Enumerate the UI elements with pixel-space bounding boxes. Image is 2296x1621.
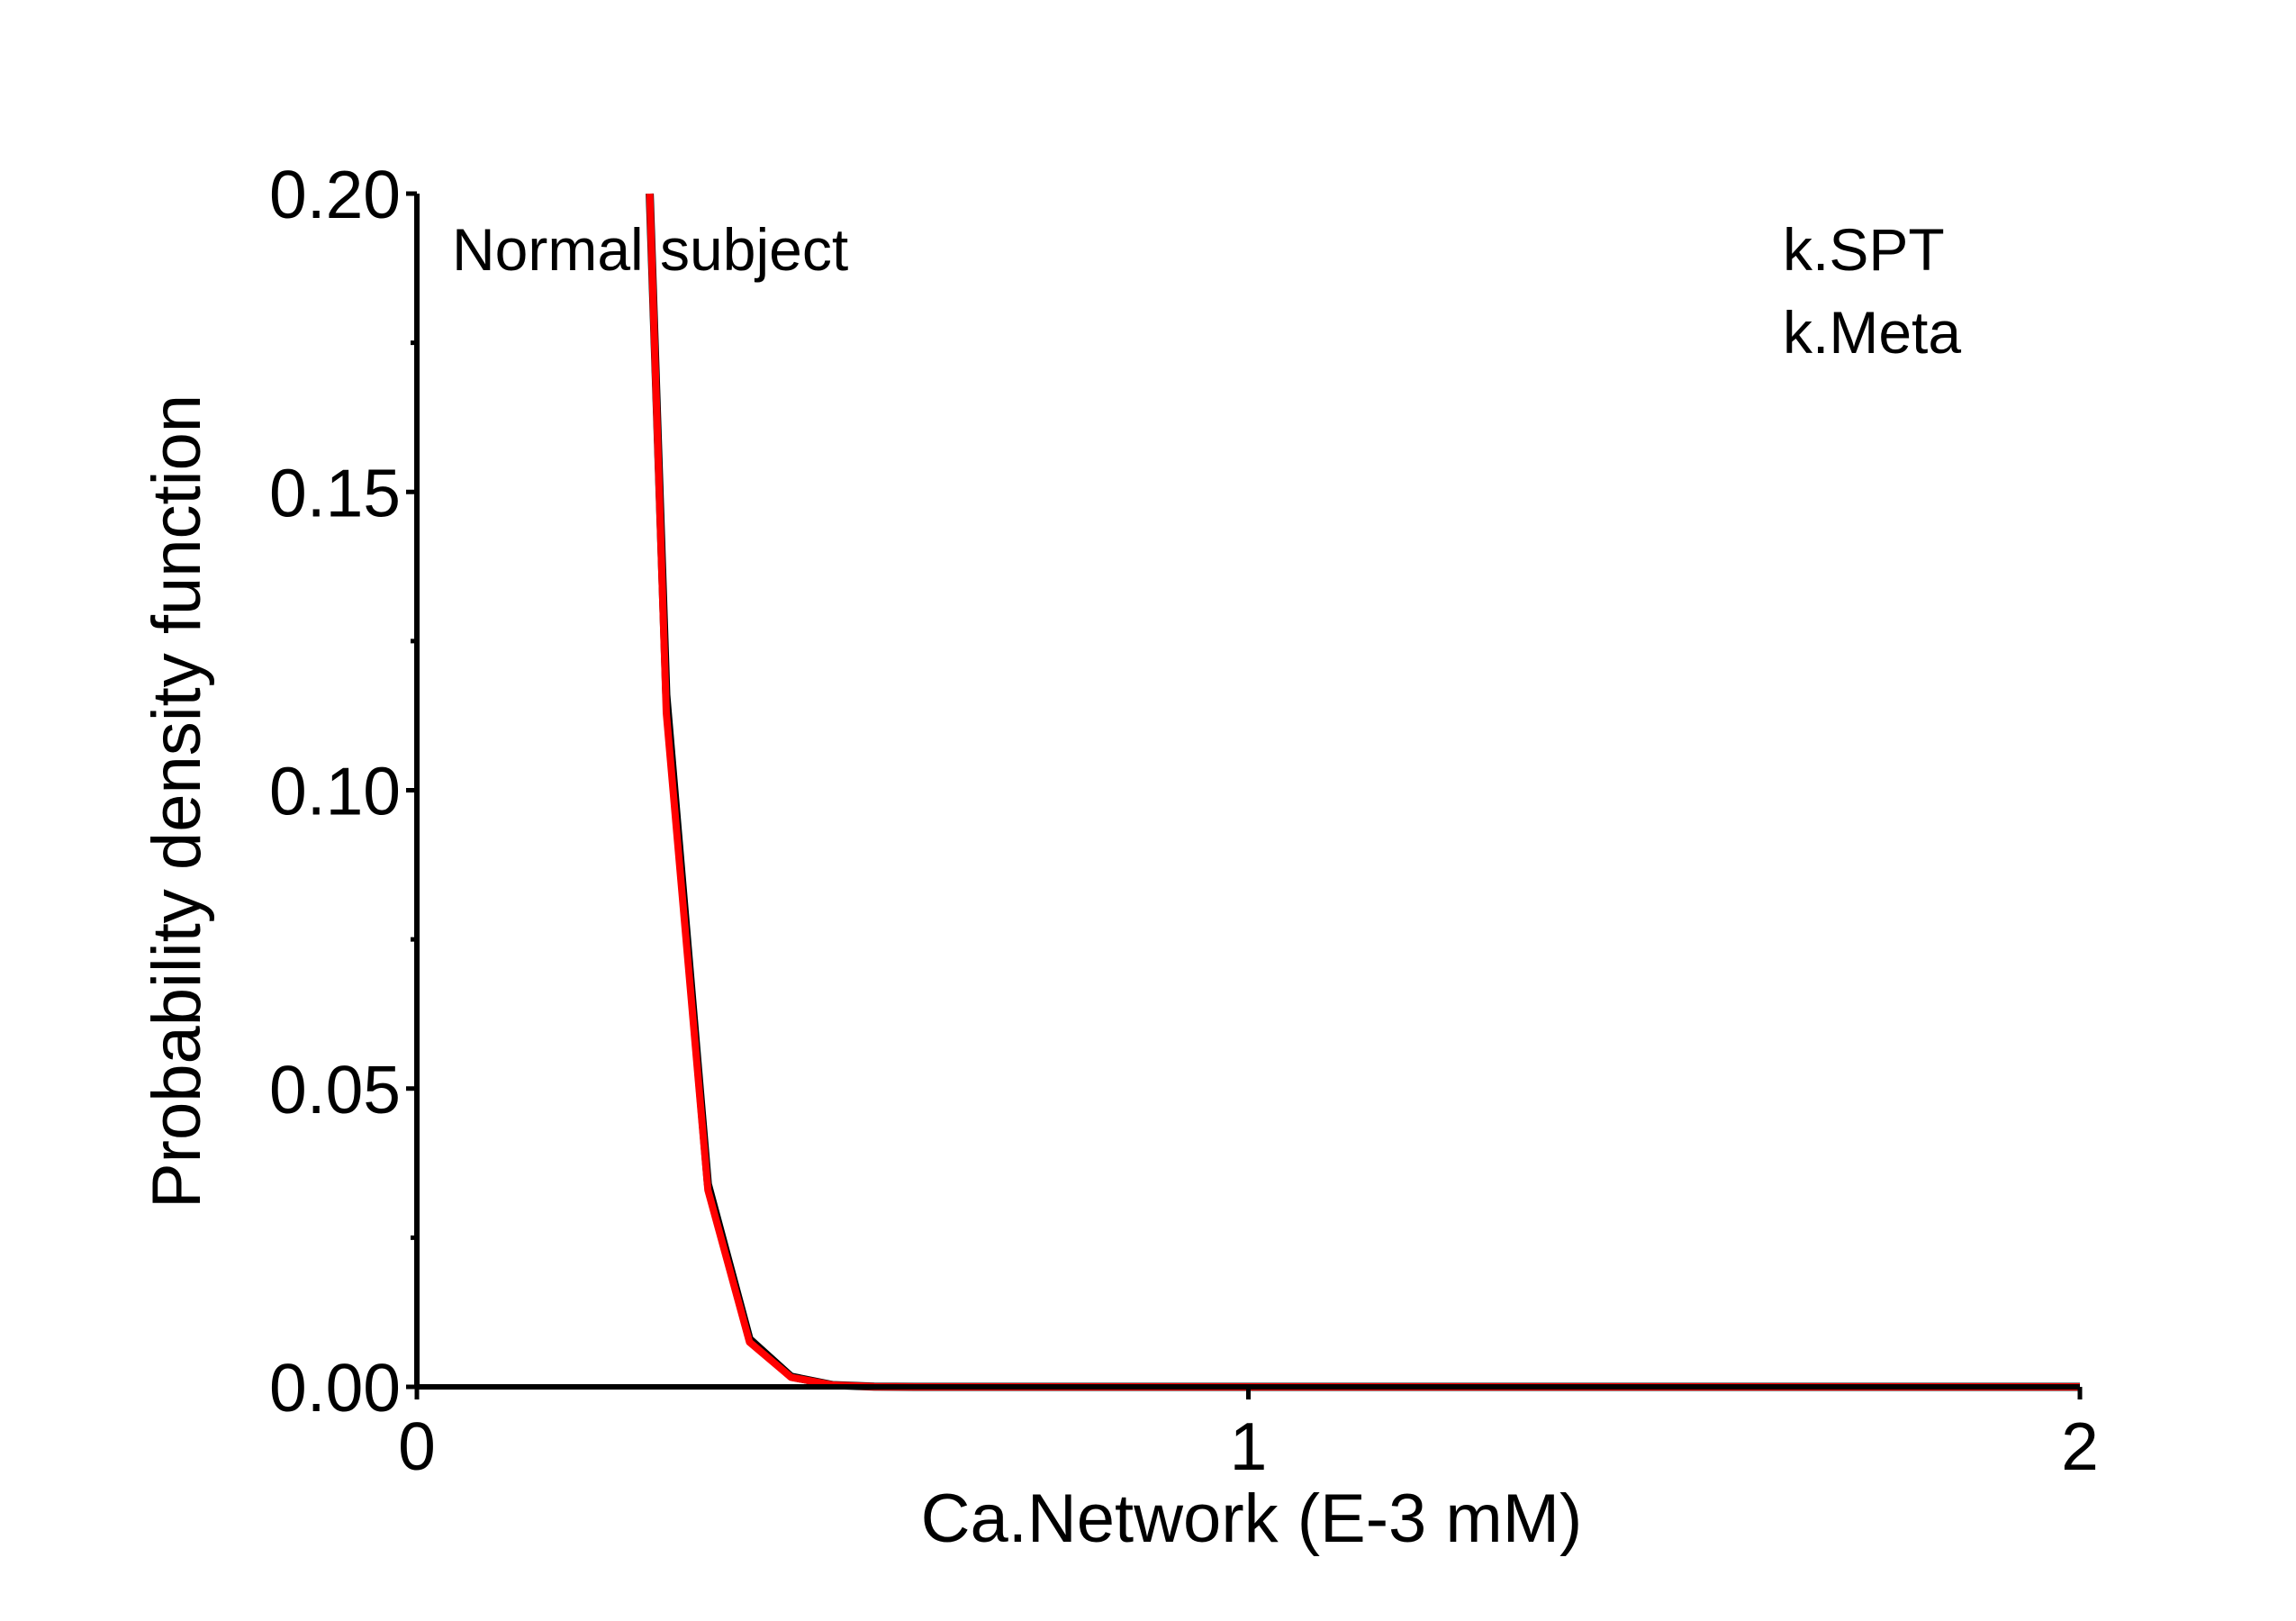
y-axis-title: Probability density function	[139, 394, 215, 1209]
legend-entry-k-spt: k.SPT	[1783, 216, 1945, 283]
ticks: 0.00 0.05 0.10 0.15 0.20 0 1 2	[269, 157, 2099, 1484]
annotation-normal-subject: Normal subject	[452, 216, 848, 283]
y-tick-label: 0.05	[269, 1052, 401, 1127]
y-tick-label: 0.15	[269, 455, 401, 530]
y-tick-label: 0.20	[269, 157, 401, 232]
axes	[414, 194, 2080, 1390]
series-line-2	[646, 193, 2080, 1390]
x-axis-title: Ca.Network (E-3 mM)	[921, 1481, 1583, 1557]
x-tick-label: 0	[398, 1408, 436, 1484]
x-tick-label: 2	[2061, 1408, 2099, 1484]
y-tick-label: 0.00	[269, 1350, 401, 1426]
y-tick-label: 0.10	[269, 754, 401, 829]
legend-entry-k-meta: k.Meta	[1783, 299, 1961, 366]
series-line-1	[646, 193, 2080, 1391]
x-tick-label: 1	[1230, 1408, 1268, 1484]
legend: k.SPT k.Meta	[1783, 216, 1961, 366]
series-layer	[646, 193, 2080, 1391]
